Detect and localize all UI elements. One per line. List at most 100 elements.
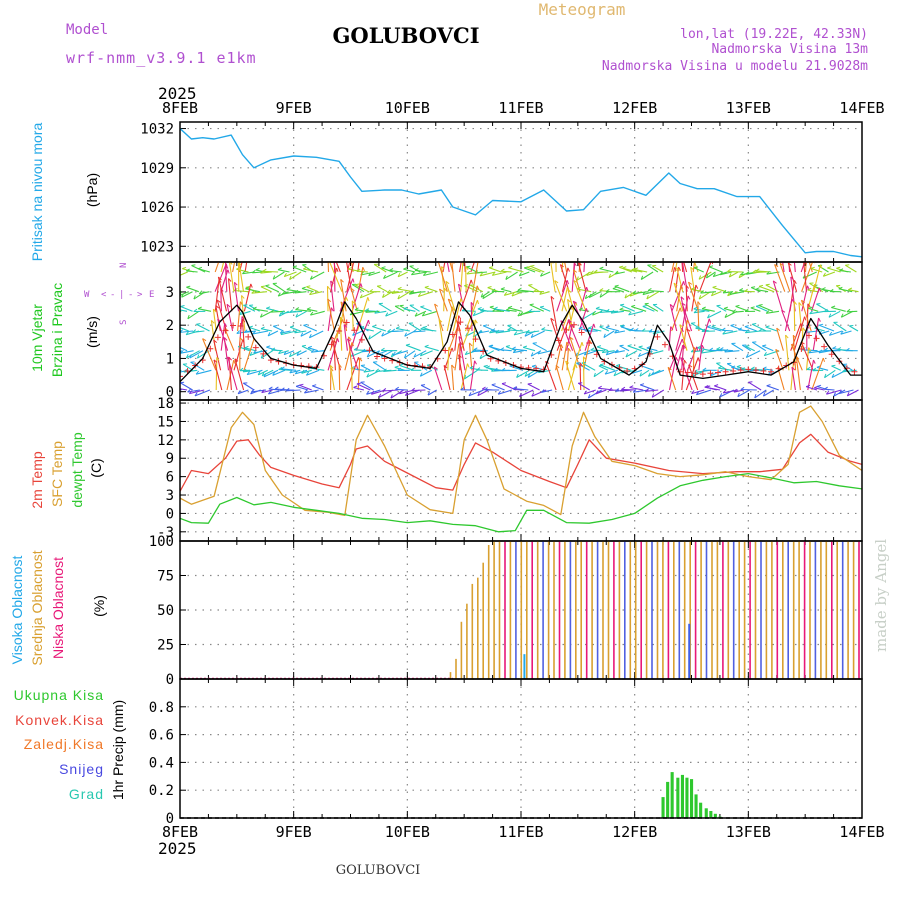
wind-arrow — [701, 330, 716, 333]
wind-arrow — [578, 308, 587, 332]
wind-arrow — [303, 324, 318, 332]
wind-arrow — [458, 354, 466, 391]
wind-arrow — [517, 289, 534, 293]
wind-arrow-head — [528, 308, 533, 312]
wind-arrow-head — [619, 265, 624, 268]
wind-arrow-head — [695, 391, 700, 395]
wind-arrow-head — [700, 290, 704, 294]
wind-arrow-head — [772, 280, 777, 284]
wind-arrow — [595, 389, 607, 395]
wind-arrow-head — [491, 368, 495, 372]
wind-arrow — [675, 327, 683, 351]
wind-arrow — [286, 289, 301, 293]
wind-arrow-head — [250, 283, 253, 288]
wind-arrow — [180, 309, 188, 312]
wind-arrow-head — [735, 304, 740, 307]
wind-arrow — [745, 345, 755, 352]
wind-arrow-head — [695, 284, 699, 289]
wind-arrow — [295, 369, 308, 375]
precip-ytick-label: 0 — [166, 811, 174, 827]
wind-arrow-head — [296, 351, 300, 356]
wind-arrow — [816, 366, 829, 371]
wind-arrow-head — [410, 367, 415, 371]
wind-arrow — [681, 302, 693, 332]
wind-arrow-head — [530, 352, 534, 357]
wind-arrow — [640, 271, 654, 280]
wind-arrow-head — [368, 272, 372, 276]
wind-arrow-head — [679, 324, 684, 328]
wind-arrow-head — [281, 290, 286, 295]
wind-arrow — [625, 350, 638, 358]
wind-arrow — [355, 319, 370, 351]
wind-arrow-head — [345, 296, 349, 302]
precip-legend-conv: Konvek.Kisa — [15, 712, 104, 728]
wind-arrow-head — [288, 352, 292, 357]
wind-arrow — [758, 304, 774, 312]
wind-arrow-head — [448, 347, 452, 351]
wind-arrow-head — [500, 347, 505, 351]
wind-arrow — [413, 350, 427, 358]
wind-arrow-head — [619, 307, 624, 311]
wind-ytick-label: 2 — [166, 318, 174, 334]
wind-arrow — [805, 386, 818, 391]
wind-arrow-head — [651, 371, 655, 376]
wind-arrow — [838, 288, 853, 293]
wind-arrow — [373, 263, 387, 273]
wind-arrow-head — [289, 369, 293, 374]
wind-arrow-head — [189, 390, 193, 394]
wind-arrow-head — [846, 308, 851, 313]
wind-arrow-head — [808, 306, 813, 309]
wind-arrow — [644, 303, 659, 312]
wind-arrow-head — [818, 349, 823, 354]
wind-arrow — [697, 347, 711, 352]
time-tick-bottom-12feb: 12FEB — [612, 823, 657, 841]
wind-arrow — [527, 383, 540, 391]
wind-arrow — [472, 262, 479, 292]
wind-arrow — [804, 262, 807, 273]
wind-arrow — [438, 319, 445, 351]
wind-arrow — [824, 369, 836, 379]
wind-arrow-head — [491, 288, 496, 292]
wind-arrow-head — [599, 325, 604, 328]
wind-arrow-head — [493, 367, 498, 371]
wind-arrow — [451, 364, 455, 391]
wind-arrow — [233, 339, 244, 371]
wind-arrow-head — [528, 284, 533, 286]
wind-arrow — [329, 365, 335, 391]
model-elevation-label: Nadmorska Visina u modelu 21.9028m — [602, 59, 868, 74]
wind-arrow — [651, 265, 664, 273]
wind-arrow — [466, 266, 477, 273]
wind-arrow-head — [215, 305, 220, 309]
wind-arrow-head — [583, 242, 585, 245]
wind-arrow-head — [680, 296, 685, 300]
wind-arrow-head — [395, 305, 400, 307]
cloud-axis-title-low: Niska Oblacnost — [50, 557, 66, 659]
wind-arrow — [446, 262, 450, 273]
wind-arrow-head — [565, 238, 567, 242]
wind-ytick-label: 0 — [166, 385, 174, 401]
wind-arrow-head — [751, 286, 756, 288]
wind-arrow-head — [180, 349, 184, 354]
wind-arrow-head — [174, 274, 176, 278]
wind-arrow — [470, 302, 473, 332]
wind-arrow-head — [774, 263, 779, 268]
wind-arrow-head — [295, 313, 299, 318]
wind-arrow — [540, 271, 551, 277]
wind-arrow — [784, 298, 793, 332]
precip-bar — [713, 813, 717, 818]
wind-arrow-head — [604, 370, 608, 375]
wind-arrow — [782, 262, 785, 273]
wind-arrow-head — [391, 328, 396, 332]
wind-arrow-head — [339, 316, 344, 321]
wind-arrow-head — [439, 288, 444, 292]
wind-arrow-head — [765, 283, 770, 286]
wind-arrow-head — [513, 331, 518, 336]
wind-arrow — [289, 326, 301, 332]
wind-arrow — [232, 262, 236, 273]
time-ticks-top: 8FEB 9FEB 10FEB 11FEB 12FEB 13FEB 14FEB — [162, 99, 885, 117]
cloud-axis-title-mid: Srednja Oblacnost — [29, 550, 45, 665]
wind-arrow-head — [361, 348, 366, 353]
wind-arrow-head — [488, 344, 493, 347]
wind-arrow-head — [216, 299, 221, 303]
wind-arrow-head — [647, 287, 652, 291]
